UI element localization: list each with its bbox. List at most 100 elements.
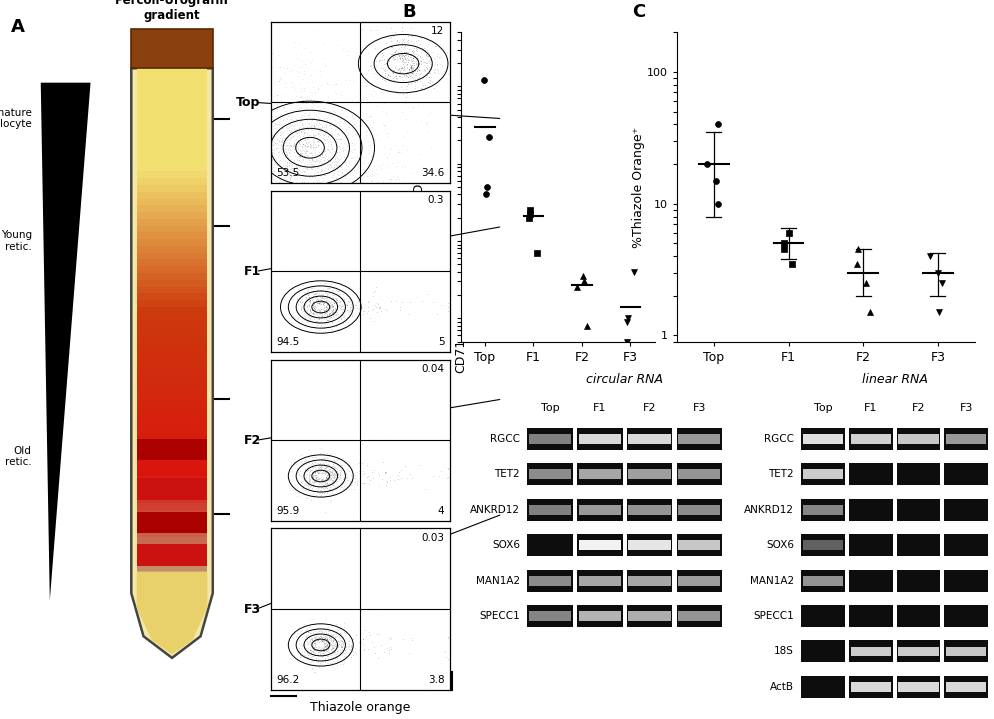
Point xyxy=(315,643,331,654)
Point xyxy=(296,152,312,163)
Point xyxy=(300,452,316,464)
Point xyxy=(318,479,334,490)
Point xyxy=(310,114,326,125)
Point xyxy=(361,279,377,290)
Point xyxy=(320,643,336,654)
Point xyxy=(307,466,323,477)
Point xyxy=(316,318,332,329)
Point xyxy=(412,64,427,75)
Point xyxy=(317,309,333,321)
Point xyxy=(400,77,415,88)
Point xyxy=(315,298,331,309)
Point xyxy=(317,641,333,653)
Point xyxy=(293,303,309,315)
Point xyxy=(416,45,432,56)
Point xyxy=(394,401,410,413)
Point xyxy=(303,160,319,172)
Point xyxy=(323,324,339,335)
Point xyxy=(320,636,336,648)
Point xyxy=(317,304,333,316)
Point xyxy=(286,131,302,142)
Point xyxy=(344,152,360,164)
Point xyxy=(341,475,357,487)
Bar xyxy=(529,576,571,585)
Point xyxy=(312,464,328,476)
Point xyxy=(305,301,321,313)
Point xyxy=(394,58,410,70)
Point xyxy=(331,288,347,300)
Point xyxy=(373,273,389,285)
Point xyxy=(381,644,397,656)
Point xyxy=(402,73,417,84)
Point xyxy=(295,469,311,480)
Point xyxy=(351,275,367,286)
Point xyxy=(313,121,329,132)
Point xyxy=(323,311,339,323)
Point xyxy=(307,655,323,667)
Point xyxy=(327,475,343,486)
Point xyxy=(384,290,400,302)
Point xyxy=(306,637,322,649)
Point xyxy=(367,75,383,86)
Point xyxy=(327,152,343,163)
Point xyxy=(306,564,322,576)
Point xyxy=(434,481,450,493)
Point xyxy=(293,136,309,147)
Point xyxy=(314,173,330,184)
Point xyxy=(404,65,419,76)
Point xyxy=(405,45,420,56)
Point xyxy=(328,162,344,174)
Point xyxy=(282,127,298,138)
Point xyxy=(279,145,295,156)
Point xyxy=(310,294,326,306)
Point xyxy=(399,80,414,91)
Point xyxy=(354,466,370,477)
Bar xyxy=(136,192,207,199)
Point xyxy=(347,470,363,481)
Text: Immature
reticulocyte: Immature reticulocyte xyxy=(0,108,32,129)
Point xyxy=(340,160,356,172)
Point xyxy=(376,74,392,86)
Point xyxy=(439,302,455,313)
Point xyxy=(317,591,333,603)
Point xyxy=(313,462,329,473)
Point xyxy=(287,301,303,313)
Point xyxy=(317,462,333,473)
Point xyxy=(344,450,360,462)
Bar xyxy=(678,576,720,585)
Point xyxy=(271,155,287,166)
Point xyxy=(335,496,351,508)
Point xyxy=(315,479,331,490)
Point xyxy=(309,83,325,95)
Point xyxy=(314,487,330,498)
Point xyxy=(414,83,429,94)
Point xyxy=(298,281,314,293)
Bar xyxy=(943,499,987,521)
Point xyxy=(300,296,316,307)
Point xyxy=(269,72,285,83)
Point xyxy=(371,480,387,492)
Point xyxy=(848,258,864,270)
Text: 5: 5 xyxy=(437,337,444,347)
Point xyxy=(262,147,278,158)
Point xyxy=(287,145,303,157)
Point xyxy=(399,62,414,73)
Point xyxy=(314,641,330,653)
Point xyxy=(775,238,791,249)
Point xyxy=(318,631,334,642)
Point xyxy=(322,162,338,173)
Point xyxy=(433,465,449,477)
Point xyxy=(283,153,299,165)
Point xyxy=(431,470,447,482)
Point xyxy=(308,469,324,480)
Point xyxy=(417,79,433,91)
Point xyxy=(313,296,329,308)
Point xyxy=(293,640,309,651)
Point xyxy=(338,637,354,649)
Point xyxy=(306,298,322,309)
Point xyxy=(310,129,326,140)
Point xyxy=(393,81,409,93)
Point xyxy=(331,470,347,481)
Bar xyxy=(577,428,622,450)
Point xyxy=(303,154,319,165)
